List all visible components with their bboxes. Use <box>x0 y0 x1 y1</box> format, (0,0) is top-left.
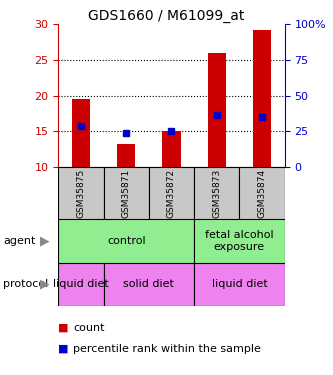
Bar <box>117 144 135 167</box>
Bar <box>58 262 104 306</box>
Bar <box>104 167 149 219</box>
Text: GSM35874: GSM35874 <box>257 169 267 217</box>
Bar <box>104 262 194 306</box>
Text: fetal alcohol
exposure: fetal alcohol exposure <box>205 230 274 252</box>
Bar <box>58 219 194 262</box>
Bar <box>163 130 180 167</box>
Text: GDS1660 / M61099_at: GDS1660 / M61099_at <box>88 9 245 23</box>
Bar <box>194 219 285 262</box>
Text: percentile rank within the sample: percentile rank within the sample <box>73 344 261 354</box>
Bar <box>253 30 271 167</box>
Bar <box>149 167 194 219</box>
Text: GSM35875: GSM35875 <box>76 168 86 218</box>
Bar <box>72 99 90 167</box>
Text: ■: ■ <box>58 344 69 354</box>
Text: ■: ■ <box>58 323 69 333</box>
Bar <box>239 167 285 219</box>
Text: GSM35872: GSM35872 <box>167 169 176 217</box>
Text: liquid diet: liquid diet <box>53 279 109 289</box>
Text: ▶: ▶ <box>40 278 50 291</box>
Text: agent: agent <box>3 236 36 246</box>
Text: protocol: protocol <box>3 279 49 289</box>
Bar <box>194 262 285 306</box>
Text: GSM35873: GSM35873 <box>212 168 221 218</box>
Text: ▶: ▶ <box>40 234 50 248</box>
Text: solid diet: solid diet <box>124 279 174 289</box>
Bar <box>208 53 226 167</box>
Bar <box>194 167 239 219</box>
Text: liquid diet: liquid diet <box>211 279 267 289</box>
Bar <box>58 167 104 219</box>
Text: count: count <box>73 323 105 333</box>
Text: control: control <box>107 236 146 246</box>
Text: GSM35871: GSM35871 <box>122 168 131 218</box>
